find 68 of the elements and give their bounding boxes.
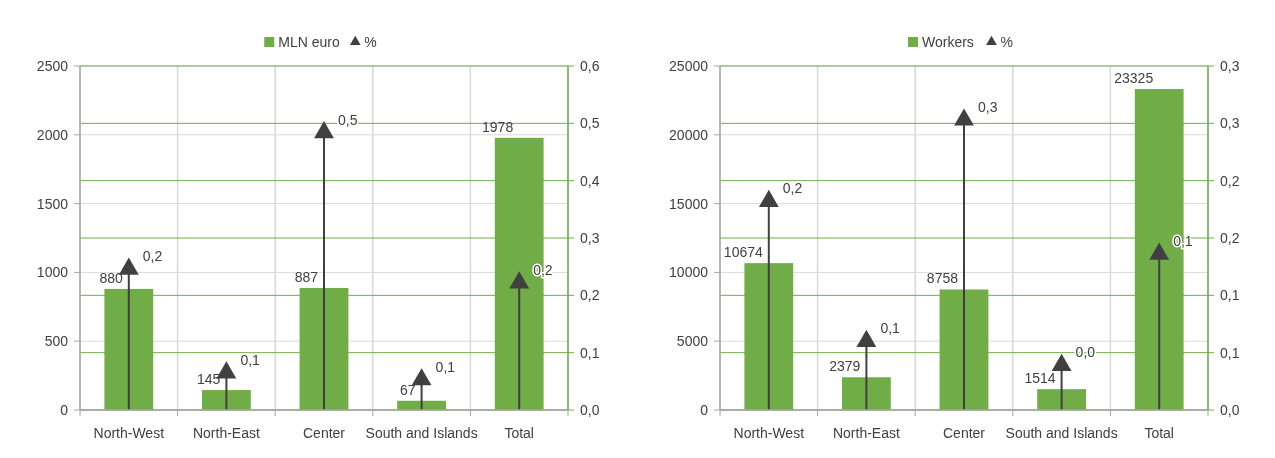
- x-tick-label: South and Islands: [1005, 425, 1118, 441]
- point: [856, 329, 877, 347]
- x-tick-label: North-East: [192, 425, 260, 441]
- y2-tick-label: 0,3: [580, 229, 600, 246]
- data-label: 887: [294, 268, 319, 285]
- x-tick-label: Total: [504, 425, 534, 441]
- data-label: 67: [400, 381, 416, 398]
- data-label: 145: [197, 371, 221, 388]
- bar: [842, 377, 891, 410]
- y2-tick-label: 0,4: [580, 172, 600, 189]
- y-tick-label: 1000: [36, 264, 69, 281]
- x-tick-label: Total: [1144, 425, 1174, 441]
- data-label: 880: [99, 269, 124, 286]
- data-label: 23325: [1114, 70, 1154, 87]
- y2-tick-label: 0,6: [580, 57, 600, 74]
- y-tick-label: 25000: [669, 57, 709, 74]
- y-tick-label: 15000: [669, 195, 709, 212]
- data-label: 10674: [723, 244, 764, 261]
- x-tick-label: Center: [942, 425, 986, 441]
- point: [758, 189, 779, 208]
- y2-tick-label: 0,3: [1220, 57, 1240, 74]
- x-tick-label: North-West: [733, 425, 805, 441]
- y2-tick-label: 0,0: [1220, 401, 1240, 418]
- data-label: 2379: [829, 358, 861, 375]
- data-label: 0,1: [435, 358, 456, 375]
- y2-tick-label: 0,1: [1220, 344, 1240, 361]
- x-tick-label: South and Islands: [365, 425, 478, 441]
- y-tick-label: 1500: [36, 195, 69, 212]
- data-label: 1514: [1024, 370, 1056, 387]
- y2-tick-label: 0,1: [1220, 287, 1240, 304]
- legend-label: %: [364, 34, 377, 50]
- point: [118, 257, 139, 275]
- x-tick-label: Center: [302, 425, 346, 441]
- y2-tick-label: 0,5: [580, 115, 600, 132]
- point: [509, 271, 530, 289]
- legend-label: MLN euro: [278, 34, 340, 50]
- data-label: 0,1: [880, 320, 901, 337]
- point: [954, 108, 974, 126]
- y2-tick-label: 0,3: [1220, 115, 1240, 132]
- y-tick-label: 500: [44, 333, 69, 350]
- legend-label: Workers: [922, 34, 974, 50]
- data-label: 8758: [926, 270, 959, 287]
- data-label: 0,1: [240, 351, 261, 368]
- point: [411, 368, 432, 386]
- y2-tick-label: 0,0: [580, 401, 600, 418]
- y2-tick-label: 0,2: [1220, 172, 1240, 189]
- point: [1149, 242, 1170, 260]
- y2-tick-label: 0,2: [580, 287, 600, 304]
- legend-label: %: [1000, 34, 1013, 50]
- y-tick-label: 0: [700, 401, 709, 418]
- y2-tick-label: 0,1: [580, 344, 600, 361]
- y-tick-label: 2500: [36, 57, 69, 74]
- point: [314, 121, 334, 139]
- x-tick-label: North-East: [832, 425, 900, 441]
- y-tick-label: 0: [60, 401, 69, 418]
- data-label: 0,2: [782, 180, 803, 197]
- y2-tick-label: 0,2: [1220, 229, 1240, 246]
- bar: [1037, 389, 1086, 410]
- data-label: 0,3: [978, 98, 998, 115]
- point: [1051, 353, 1072, 371]
- data-label: 0,2: [142, 247, 163, 264]
- y-tick-label: 10000: [669, 264, 709, 281]
- y-tick-label: 5000: [676, 333, 709, 350]
- y-tick-label: 20000: [669, 126, 709, 143]
- x-tick-label: North-West: [93, 425, 165, 441]
- y-tick-label: 2000: [36, 126, 69, 143]
- bar: [202, 390, 251, 410]
- data-label: 1978: [482, 118, 514, 135]
